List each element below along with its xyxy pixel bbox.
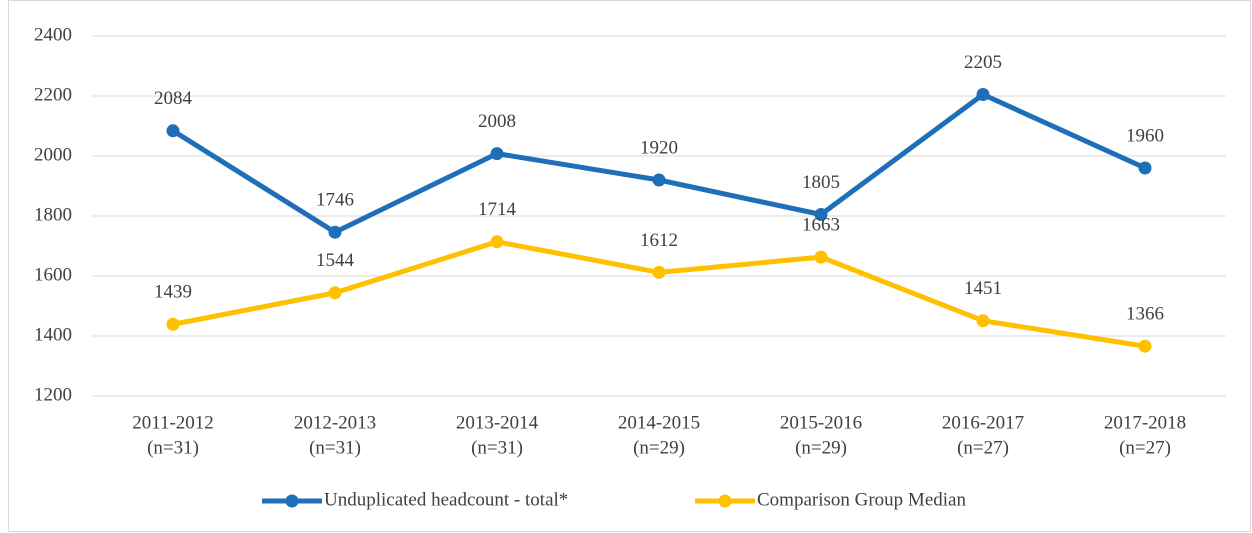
data-point [328,286,342,300]
y-tick-label: 1600 [34,264,72,285]
x-tick-label: (n=31) [471,437,523,458]
data-point [1138,161,1152,175]
data-point [976,314,990,328]
data-label: 1960 [1126,125,1164,146]
data-label: 1920 [640,137,678,158]
legend-label: Unduplicated headcount - total* [324,489,568,510]
data-label: 1805 [802,172,840,193]
data-label: 1612 [640,230,678,251]
x-tick-label: (n=27) [957,437,1009,458]
data-point [814,208,828,221]
data-point [166,124,180,138]
data-label: 1439 [154,282,192,303]
data-label: 1451 [964,278,1002,299]
x-tick-label: 2017-2018 [1104,412,1186,433]
y-tick-label: 1800 [34,204,72,225]
x-tick-label: 2012-2013 [294,412,376,433]
data-point [490,235,504,249]
data-point [328,225,342,239]
y-tick-label: 2200 [34,84,72,105]
x-tick-label: (n=31) [147,437,199,458]
legend-marker [718,494,732,508]
y-tick-label: 2000 [34,144,72,165]
data-point [166,317,180,331]
data-point [976,88,990,101]
y-tick-label: 1200 [34,384,72,405]
data-point [814,250,828,264]
data-label: 2205 [964,52,1002,73]
data-label: 1746 [316,190,354,211]
y-tick-label: 1400 [34,324,72,345]
data-label: 1366 [1126,304,1164,325]
x-tick-label: 2015-2016 [780,412,862,433]
x-tick-label: (n=29) [795,437,847,458]
chart-border [8,0,1251,532]
data-label: 1714 [478,199,517,220]
legend-label: Comparison Group Median [757,489,966,510]
x-tick-label: 2011-2012 [132,412,214,433]
x-tick-label: (n=31) [309,437,361,458]
data-label: 1544 [316,250,355,271]
data-point [652,265,666,279]
x-tick-label: (n=27) [1119,437,1171,458]
data-point [490,147,504,161]
x-tick-label: (n=29) [633,437,685,458]
x-tick-label: 2014-2015 [618,412,700,433]
data-label: 2084 [154,88,193,109]
data-label: 2008 [478,111,516,132]
data-point [652,173,666,187]
x-tick-label: 2013-2014 [456,412,539,433]
legend-marker [285,494,299,508]
series-line [171,92,1147,235]
x-tick-label: 2016-2017 [942,412,1024,433]
y-tick-label: 2400 [34,24,72,45]
data-label: 1663 [802,214,840,235]
data-point [1138,339,1152,353]
